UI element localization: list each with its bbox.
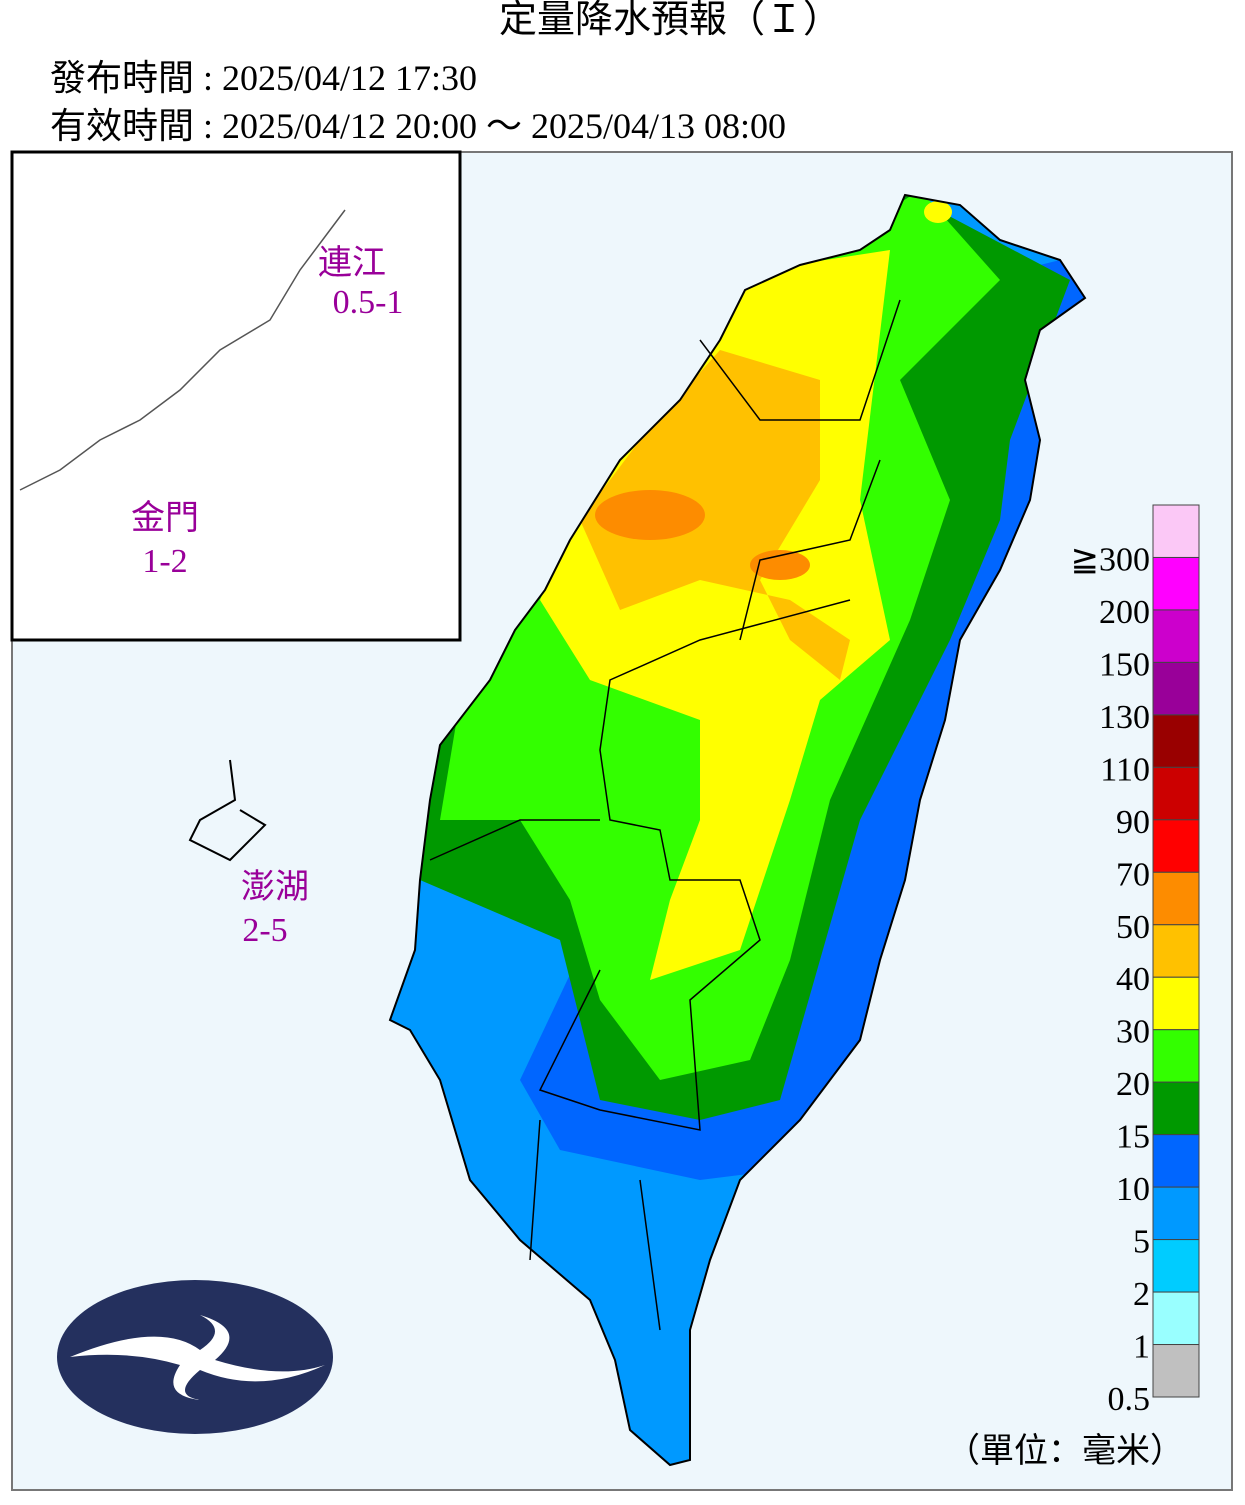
region-rain: 1-2 xyxy=(142,543,187,580)
county-borders xyxy=(429,299,901,1331)
inset-coast xyxy=(19,209,346,491)
legend-swatch xyxy=(1152,1134,1200,1188)
unit-label: （單位：毫米） xyxy=(946,1432,1184,1470)
region-name: 連江 xyxy=(318,244,386,282)
legend-label: 1 xyxy=(1133,1329,1150,1366)
legend-swatch xyxy=(1152,1029,1200,1083)
region-name: 澎湖 xyxy=(241,868,309,906)
legend-swatch xyxy=(1152,766,1200,821)
legend-swatch xyxy=(1152,819,1200,873)
legend-swatch xyxy=(1152,609,1200,663)
legend-label: 5 xyxy=(1133,1224,1150,1261)
legend-label: 15 xyxy=(1116,1119,1150,1156)
legend-swatch xyxy=(1152,924,1200,978)
legend-label: 50 xyxy=(1116,909,1150,946)
legend-swatch xyxy=(1152,504,1200,558)
legend-swatch xyxy=(1152,1291,1200,1346)
legend-label: 0.5 xyxy=(1108,1381,1151,1418)
legend-label: 30 xyxy=(1116,1014,1150,1051)
legend-swatch xyxy=(1152,1344,1200,1398)
legend-label: ≧300 xyxy=(1071,541,1151,578)
legend-label: 200 xyxy=(1099,594,1150,631)
legend-label: 20 xyxy=(1116,1066,1150,1103)
legend: ≧300 200 150 130 110 90 70 50 40 30 20 15 10 5 2 1 0.5 xyxy=(1071,504,1200,1418)
legend-label: 90 xyxy=(1116,804,1150,841)
region-rain: 0.5-1 xyxy=(333,284,404,321)
legend-swatch xyxy=(1152,661,1200,716)
legend-label: 150 xyxy=(1099,646,1150,683)
legend-label: 110 xyxy=(1100,751,1150,788)
legend-swatch xyxy=(1152,1239,1200,1293)
legend-swatch xyxy=(1152,1186,1200,1241)
valid-time: 有效時間 : 2025/04/12 20:00 ～ 2025/04/13 08:… xyxy=(50,106,786,146)
penghu-outline xyxy=(188,759,267,862)
cwa-logo xyxy=(57,1280,333,1434)
issued-time: 發布時間 : 2025/04/12 17:30 xyxy=(50,58,477,98)
legend-label: 2 xyxy=(1133,1276,1150,1313)
region-rain: 2-5 xyxy=(242,912,287,949)
legend-label: 70 xyxy=(1116,856,1150,893)
legend-label: 40 xyxy=(1116,961,1150,998)
legend-label: 10 xyxy=(1116,1171,1150,1208)
legend-swatch xyxy=(1152,976,1200,1031)
legend-swatch xyxy=(1152,714,1200,768)
legend-label: 130 xyxy=(1099,699,1150,736)
title: 定量降水預報（Ｉ） xyxy=(499,0,841,41)
legend-swatch xyxy=(1152,556,1200,611)
inset-box xyxy=(10,150,462,642)
region-name: 金門 xyxy=(131,499,199,537)
legend-swatch xyxy=(1152,1081,1200,1136)
legend-swatch xyxy=(1152,871,1200,926)
